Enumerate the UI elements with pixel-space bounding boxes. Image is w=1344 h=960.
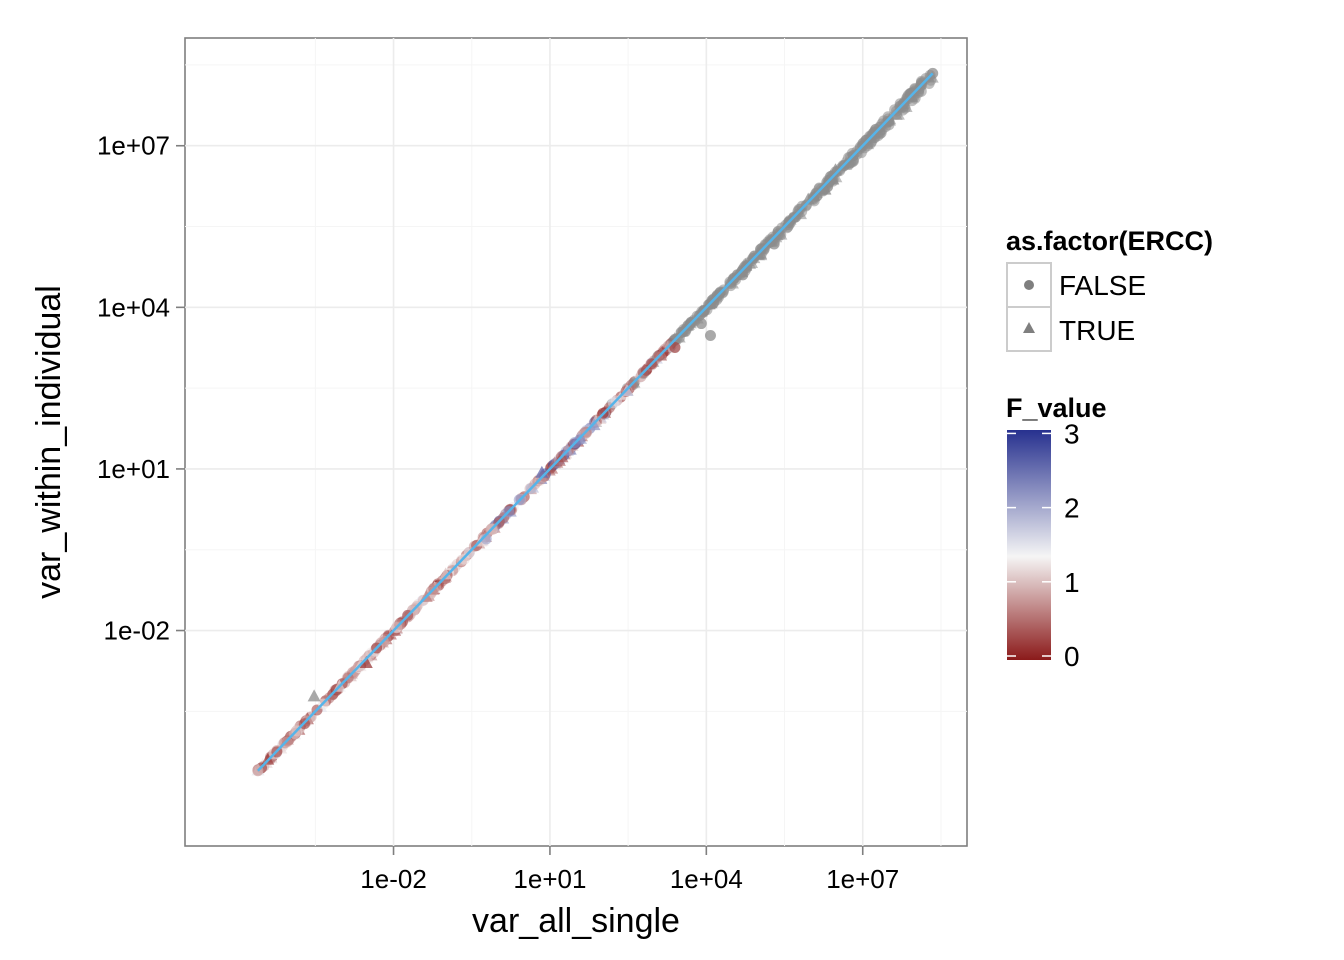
triangle-shape-icon <box>1023 322 1035 333</box>
data-point-triangle <box>439 567 453 580</box>
color-legend-ticks: 0 1 2 3 <box>1007 418 1080 672</box>
x-axis-title: var_all_single <box>472 902 680 940</box>
color-legend-bar <box>1007 430 1051 660</box>
color-legend-tick-label: 2 <box>1064 493 1080 524</box>
data-point-circle <box>883 115 895 127</box>
shape-legend-label-false: FALSE <box>1059 270 1146 301</box>
color-legend-title: F_value <box>1006 393 1107 423</box>
data-point-triangle <box>889 107 903 120</box>
color-legend-tick-label: 3 <box>1064 418 1080 449</box>
color-legend-tick-label: 0 <box>1064 641 1080 672</box>
x-tick-label: 1e+04 <box>670 864 743 894</box>
x-axis-ticks: 1e-02 1e+01 1e+04 1e+07 <box>360 846 899 894</box>
data-point-triangle <box>307 689 321 702</box>
data-point-circle <box>868 132 880 144</box>
y-tick-label: 1e+04 <box>97 292 170 322</box>
x-tick-label: 1e-02 <box>360 864 427 894</box>
x-tick-label: 1e+07 <box>826 864 899 894</box>
shape-legend-key-true <box>1006 306 1052 352</box>
data-point-circle <box>669 341 681 353</box>
y-tick-label: 1e+07 <box>97 131 170 161</box>
y-tick-label: 1e+01 <box>97 454 170 484</box>
data-point-triangle <box>359 655 373 668</box>
data-point-triangle <box>801 192 815 205</box>
shape-legend-key-false <box>1006 262 1052 308</box>
y-axis-title: var_within_individual <box>30 285 68 599</box>
data-point-triangle <box>774 227 788 240</box>
data-point-circle <box>708 296 720 308</box>
fit-line <box>256 72 934 772</box>
data-point-circle <box>704 329 716 341</box>
y-tick-label: 1e-02 <box>104 616 171 646</box>
shape-legend-label-true: TRUE <box>1059 315 1135 346</box>
major-gridlines <box>185 38 967 846</box>
circle-shape-icon <box>1024 280 1034 290</box>
x-tick-label: 1e+01 <box>513 864 586 894</box>
shape-legend-title: as.factor(ERCC) <box>1006 226 1213 256</box>
y-axis-ticks: 1e-02 1e+01 1e+04 1e+07 <box>97 131 185 646</box>
color-legend-tick-label: 1 <box>1064 567 1080 598</box>
data-point-circle <box>695 318 707 330</box>
